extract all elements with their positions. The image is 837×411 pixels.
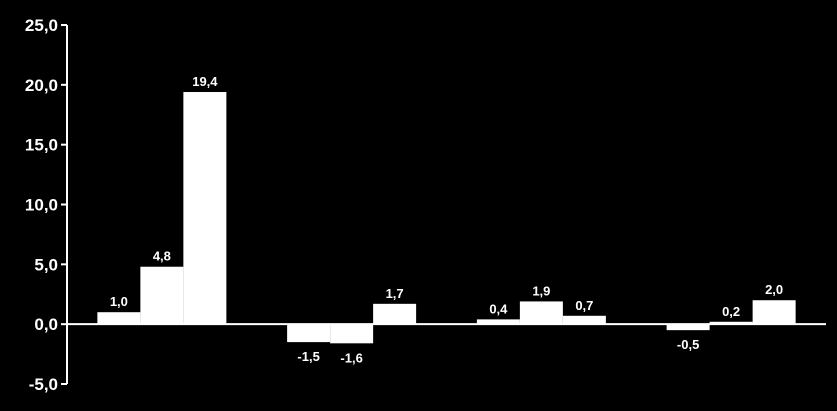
data-label: 1,9 [532, 283, 550, 298]
bar [330, 324, 374, 344]
bar [287, 324, 331, 343]
data-label: 2,0 [765, 282, 783, 297]
bar [183, 92, 227, 325]
bar [709, 321, 753, 325]
data-label: 1,7 [386, 286, 404, 301]
bar [562, 315, 606, 325]
bar [752, 300, 796, 325]
y-tick-label: 5,0 [34, 255, 58, 274]
data-label: -0,5 [677, 337, 699, 352]
y-tick-label: 20,0 [25, 76, 58, 95]
data-label: -1,6 [340, 350, 362, 365]
y-tick-label: -5,0 [29, 375, 58, 394]
bar [97, 312, 141, 325]
y-tick-label: 0,0 [34, 315, 58, 334]
data-label: 4,8 [153, 249, 171, 264]
y-tick-label: 10,0 [25, 196, 58, 215]
y-axis: 25,0 20,0 15,0 10,0 5,0 0,0 -5,0 [25, 16, 68, 394]
bar [476, 319, 520, 325]
y-tick-label: 25,0 [25, 16, 58, 35]
bar [373, 303, 417, 325]
data-label: 0,2 [722, 304, 740, 319]
data-label: 0,7 [575, 298, 593, 313]
bars: 1,0 4,8 19,4 -1,5 -1,6 1,7 0,4 1,9 0,7 -0,5 0,2 2,0 [97, 74, 796, 365]
bar [140, 266, 184, 325]
y-tick-label: 15,0 [25, 136, 58, 155]
data-label: 19,4 [192, 74, 218, 89]
bar [666, 324, 710, 331]
data-label: 1,0 [110, 294, 128, 309]
bar [519, 301, 563, 325]
data-label: 0,4 [489, 301, 508, 316]
data-label: -1,5 [297, 349, 319, 364]
